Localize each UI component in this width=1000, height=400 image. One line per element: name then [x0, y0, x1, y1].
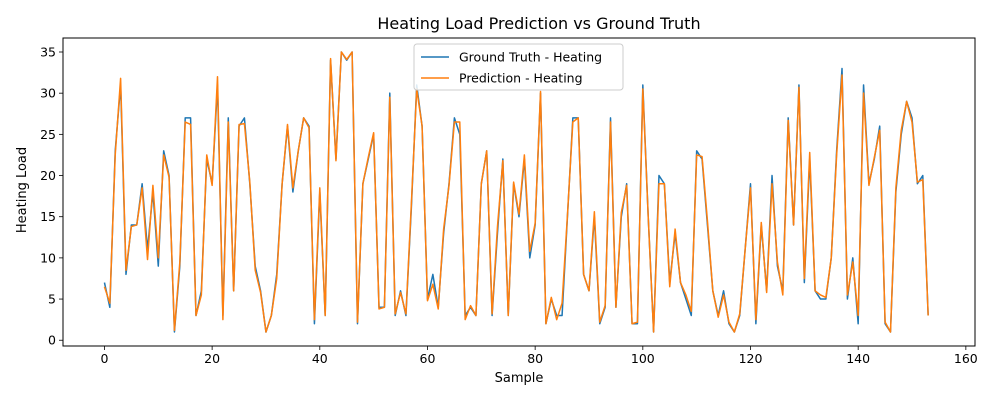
- x-tick-label: 160: [954, 351, 978, 366]
- legend-box: [413, 43, 624, 91]
- series-lines: [103, 51, 929, 333]
- legend-label-0: Ground Truth - Heating: [459, 50, 602, 65]
- legend-label-1: Prediction - Heating: [459, 71, 583, 86]
- y-axis: 0 5 10 15 20 25 30 35: [40, 45, 63, 348]
- y-tick-label: 15: [40, 209, 56, 224]
- x-tick-label: 120: [739, 351, 763, 366]
- x-tick-label: 0: [100, 351, 108, 366]
- legend: Ground Truth - Heating Prediction - Heati…: [413, 43, 624, 91]
- x-tick-label: 100: [631, 351, 655, 366]
- y-tick-label: 0: [48, 333, 56, 348]
- y-tick-label: 30: [40, 86, 56, 101]
- series-line-1: [103, 51, 929, 333]
- x-tick-label: 140: [846, 351, 870, 366]
- y-axis-label: Heating Load: [15, 147, 30, 233]
- x-axis: 0 20 40 60 80 100 120 140 160: [100, 346, 978, 366]
- chart-title: Heating Load Prediction vs Ground Truth: [377, 14, 700, 33]
- y-tick-label: 20: [40, 168, 56, 183]
- x-axis-label: Sample: [495, 371, 544, 386]
- y-tick-label: 35: [40, 45, 56, 60]
- y-tick-label: 5: [48, 292, 56, 307]
- x-tick-label: 40: [312, 351, 328, 366]
- plot-frame: [62, 37, 976, 347]
- y-tick-label: 25: [40, 127, 56, 142]
- x-tick-label: 80: [527, 351, 543, 366]
- y-tick-label: 10: [40, 250, 56, 265]
- x-tick-label: 20: [204, 351, 220, 366]
- x-tick-label: 60: [420, 351, 436, 366]
